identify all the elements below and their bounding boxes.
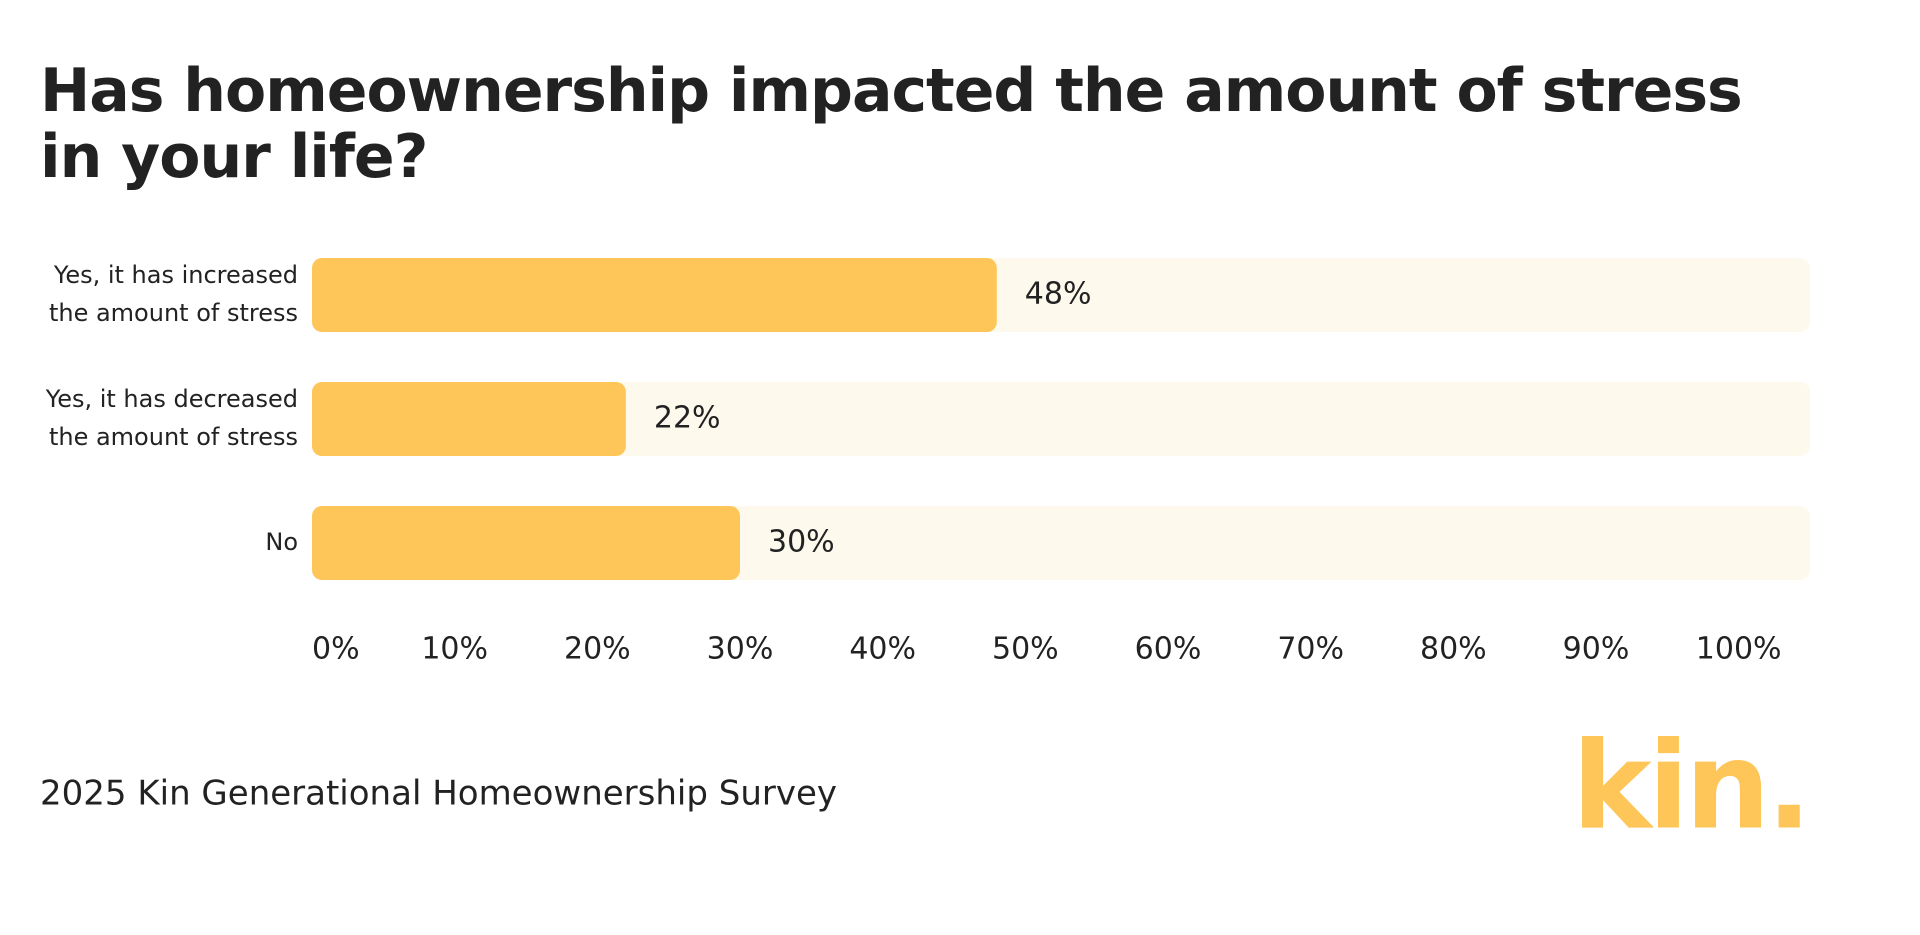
category-label: No	[265, 528, 298, 556]
x-tick-label: 50%	[992, 632, 1059, 667]
x-tick-label: 80%	[1420, 632, 1487, 667]
x-tick-label: 40%	[849, 632, 916, 667]
logo: kin.	[1572, 718, 1808, 857]
bar	[312, 506, 740, 580]
bar	[312, 382, 626, 456]
value-label: 22%	[654, 401, 721, 436]
x-tick-label: 60%	[1135, 632, 1202, 667]
value-label: 48%	[1025, 277, 1092, 312]
bar-track	[312, 382, 1810, 456]
x-tick-label: 70%	[1277, 632, 1344, 667]
x-tick-label: 90%	[1563, 632, 1630, 667]
category-label: Yes, it has increased the amount of stres…	[49, 261, 298, 327]
x-tick-label: 30%	[707, 632, 774, 667]
category-label: Yes, it has decreased the amount of stres…	[45, 385, 298, 451]
x-tick-label: 10%	[421, 632, 488, 667]
chart-title: Has homeownership impacted the amount of…	[40, 56, 1743, 192]
x-tick-label: 100%	[1696, 632, 1782, 667]
value-label: 30%	[768, 525, 835, 560]
bar	[312, 258, 997, 332]
source: 2025 Kin Generational Homeownership Surv…	[40, 774, 837, 814]
x-tick-label: 20%	[564, 632, 631, 667]
x-tick-label: 0%	[312, 632, 360, 667]
